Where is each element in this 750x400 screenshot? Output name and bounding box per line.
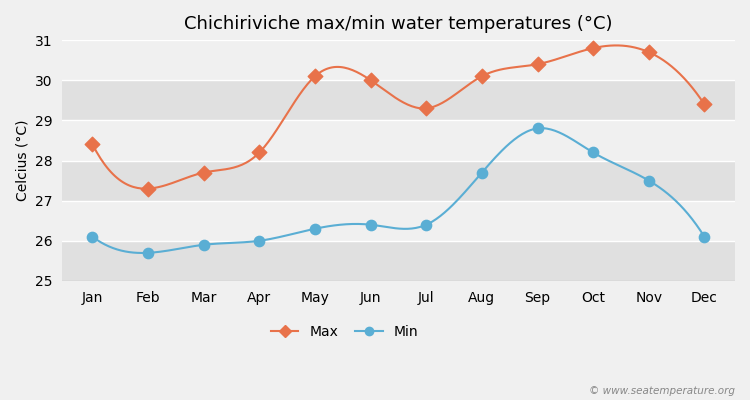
Point <box>142 186 154 192</box>
Legend: Max, Min: Max, Min <box>265 319 424 344</box>
Point <box>142 250 154 256</box>
Point <box>364 77 376 84</box>
Point <box>198 169 210 176</box>
Point <box>86 234 98 240</box>
Bar <box>62 80 735 120</box>
Point <box>420 105 432 112</box>
Point <box>587 149 599 156</box>
Bar <box>62 40 735 80</box>
Point <box>643 177 655 184</box>
Point <box>587 45 599 51</box>
Bar <box>62 120 735 160</box>
Point <box>254 238 266 244</box>
Point <box>698 101 710 108</box>
Bar <box>62 201 735 241</box>
Text: © www.seatemperature.org: © www.seatemperature.org <box>589 386 735 396</box>
Point <box>198 242 210 248</box>
Point <box>309 73 321 80</box>
Y-axis label: Celcius (°C): Celcius (°C) <box>15 120 29 201</box>
Point <box>86 141 98 148</box>
Point <box>698 234 710 240</box>
Point <box>364 222 376 228</box>
Point <box>254 149 266 156</box>
Bar <box>62 241 735 281</box>
Point <box>476 169 488 176</box>
Point <box>476 73 488 80</box>
Point <box>309 226 321 232</box>
Point <box>420 222 432 228</box>
Point <box>532 125 544 132</box>
Point <box>532 61 544 67</box>
Point <box>643 49 655 55</box>
Bar <box>62 160 735 201</box>
Title: Chichiriviche max/min water temperatures (°C): Chichiriviche max/min water temperatures… <box>184 15 613 33</box>
